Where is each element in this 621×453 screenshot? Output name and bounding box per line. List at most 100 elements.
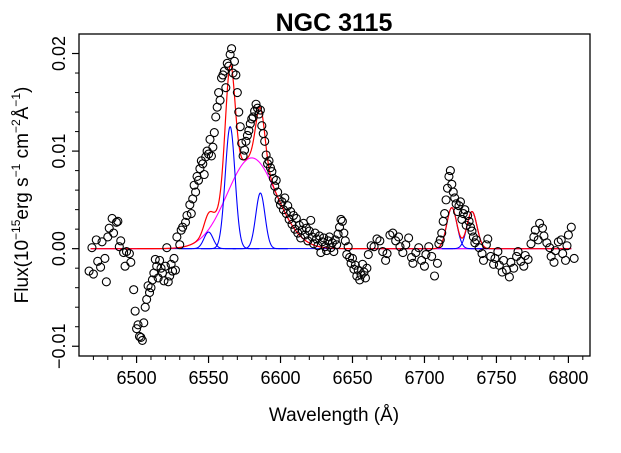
broad-component-curve [90, 157, 572, 250]
data-point [162, 243, 172, 253]
data-point [464, 216, 474, 226]
data-point [130, 306, 140, 316]
data-point [144, 288, 155, 298]
data-point [546, 251, 556, 262]
data-point [178, 222, 188, 232]
data-point [172, 232, 182, 242]
data-point [252, 103, 263, 113]
data-point [139, 318, 149, 328]
data-point [104, 223, 114, 233]
data-point [460, 205, 470, 215]
x-tick-label: 6650 [332, 368, 372, 388]
data-point [214, 88, 224, 98]
data-point [270, 181, 280, 191]
x-tick-label: 6500 [117, 368, 157, 388]
y-label-mid3: Å [12, 106, 33, 119]
data-point [239, 145, 250, 155]
data-point [398, 248, 408, 258]
data-point [509, 263, 519, 273]
data-point [129, 285, 139, 295]
data-point [445, 166, 455, 176]
data-point [235, 122, 245, 132]
data-point [372, 234, 382, 244]
data-point [271, 175, 281, 185]
data-point [175, 240, 185, 250]
data-point [493, 247, 503, 257]
data-point [311, 234, 322, 244]
data-point [258, 128, 268, 139]
data-point [556, 235, 566, 245]
data-point [152, 261, 162, 271]
data-point [241, 136, 251, 146]
data-point [264, 156, 274, 166]
data-point [169, 253, 179, 263]
data-point [563, 230, 573, 240]
data-point [120, 261, 130, 271]
data-point [132, 324, 142, 334]
data-point [280, 193, 290, 203]
data-point [441, 195, 451, 205]
data-point [225, 49, 235, 60]
data-point [337, 216, 347, 226]
y-tick-label: 0.02 [49, 36, 69, 71]
data-point [506, 257, 516, 267]
narrow-component-curve [441, 211, 503, 250]
data-point [228, 68, 238, 78]
data-point [324, 232, 335, 242]
data-point [170, 265, 180, 275]
x-tick-label: 6750 [476, 368, 516, 388]
data-point [274, 195, 284, 205]
data-point [242, 130, 252, 141]
data-point [109, 228, 119, 238]
data-point [159, 276, 169, 286]
data-point [206, 151, 216, 161]
data-point [288, 210, 299, 221]
data-point [96, 262, 106, 272]
data-point [404, 233, 414, 243]
data-point [304, 226, 314, 236]
data-point [535, 218, 545, 228]
data-point [97, 237, 107, 247]
data-point [201, 152, 211, 162]
x-tick-label: 6700 [404, 368, 444, 388]
data-point [327, 238, 337, 248]
data-point [215, 95, 225, 105]
data-point [382, 249, 392, 259]
data-point [111, 217, 121, 227]
data-point [101, 277, 111, 287]
data-point [332, 240, 342, 250]
data-point [513, 247, 523, 257]
data-point [566, 222, 576, 232]
data-point [309, 239, 319, 249]
data-point [209, 128, 219, 138]
data-point [427, 251, 437, 262]
x-axis-label: Wavelength (Å) [269, 405, 399, 426]
data-point [381, 255, 391, 265]
data-point [143, 281, 153, 291]
y-label-mid1: erg s [12, 177, 33, 219]
data-point [180, 217, 191, 227]
y-label-exp2: −1 [9, 163, 23, 177]
data-point [408, 258, 418, 268]
data-point [336, 214, 346, 224]
data-point [260, 136, 270, 146]
data-point [378, 247, 388, 257]
chart-title: NGC 3115 [276, 9, 393, 37]
data-point [406, 252, 417, 263]
data-point [414, 243, 424, 253]
data-point [314, 231, 324, 241]
data-point [113, 216, 123, 226]
data-point [244, 126, 254, 136]
data-point [363, 249, 373, 260]
data-point [163, 277, 173, 287]
data-point [317, 237, 327, 247]
data-point [369, 242, 379, 252]
data-point [411, 248, 421, 258]
data-point [467, 226, 477, 236]
y-axis-ticks: −0.01 0.00 0.01 0.02 [49, 36, 79, 369]
data-points [84, 44, 579, 345]
data-point [330, 235, 340, 245]
data-point [140, 302, 150, 312]
data-point [221, 83, 231, 93]
data-point [458, 208, 468, 219]
